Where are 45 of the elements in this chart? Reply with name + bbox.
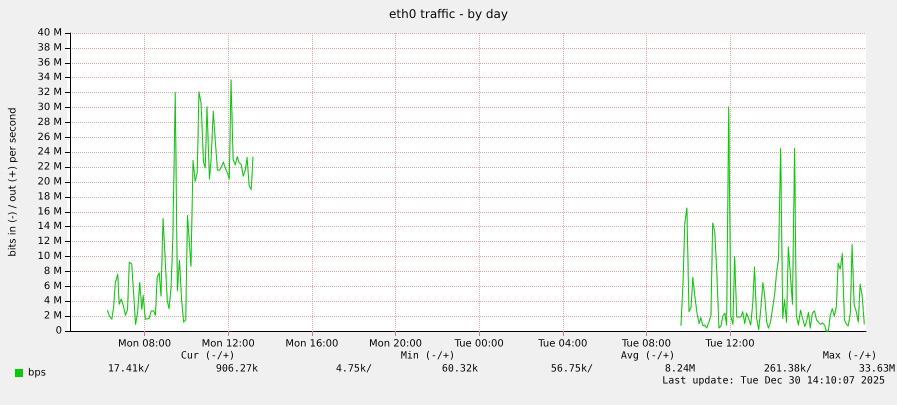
text: Min (-/+) <box>400 350 455 362</box>
y-axis-title: bits in (-) / out (+) per second <box>8 107 18 257</box>
y-tick-label: 24 M <box>37 146 62 158</box>
y-tick-label: 12 M <box>37 236 62 248</box>
y-tick-label: 18 M <box>37 191 62 202</box>
x-tick-label: Tue 08:00 <box>620 338 671 350</box>
text: Cur (-/+) <box>180 350 235 362</box>
y-tick-label: 16 M <box>37 206 62 218</box>
y-tick-label: 0 <box>56 326 62 336</box>
text: 4.75k/ <box>336 364 372 374</box>
x-tick-label: Tue 04:00 <box>537 338 588 350</box>
x-tick-label: Tue 00:00 <box>454 338 504 350</box>
y-tick-label: 10 M <box>37 251 62 262</box>
y-tick-label: 22 M <box>37 162 62 173</box>
text: 17.41k/ <box>108 364 150 374</box>
text: 261.38k/ <box>764 364 812 374</box>
y-tick-label: 20 M <box>37 176 62 188</box>
x-tick-label: Tue 12:00 <box>704 338 755 350</box>
text: Avg (-/+) <box>620 350 675 362</box>
legend-label: bps <box>28 368 46 378</box>
y-tick-label: 32 M <box>37 87 62 98</box>
text: Max (-/+) <box>822 350 877 362</box>
y-tick-label: 8 M <box>44 266 62 277</box>
x-tick-label: Mon 16:00 <box>285 338 338 350</box>
x-tick-label: Mon 20:00 <box>368 338 422 350</box>
y-tick-label: 40 M <box>37 28 62 38</box>
chart-title: eth0 traffic - by day <box>389 7 508 21</box>
text: 33.63M <box>858 364 895 374</box>
y-tick-label: 30 M <box>37 102 62 113</box>
y-tick-label: 2 M <box>44 310 62 322</box>
text: Last update: Tue Dec 30 14:10:07 2025 <box>662 376 885 386</box>
y-tick-label: 36 M <box>37 57 62 68</box>
text: 56.75k/ <box>550 364 593 374</box>
text: 906.27k <box>216 364 258 374</box>
y-tick-label: 28 M <box>37 116 62 128</box>
y-tick-label: 4 M <box>44 296 62 307</box>
y-tick-label: 6 M <box>44 280 62 292</box>
x-tick-label: Mon 12:00 <box>202 338 255 350</box>
y-tick-label: 14 M <box>37 221 62 232</box>
y-tick-label: 38 M <box>37 42 62 54</box>
text: 8.24M <box>664 364 695 374</box>
y-tick-label: 34 M <box>37 72 62 84</box>
x-tick-label: Mon 08:00 <box>118 338 172 350</box>
text: 60.32k <box>442 364 478 374</box>
y-tick-label: 26 M <box>37 132 62 143</box>
